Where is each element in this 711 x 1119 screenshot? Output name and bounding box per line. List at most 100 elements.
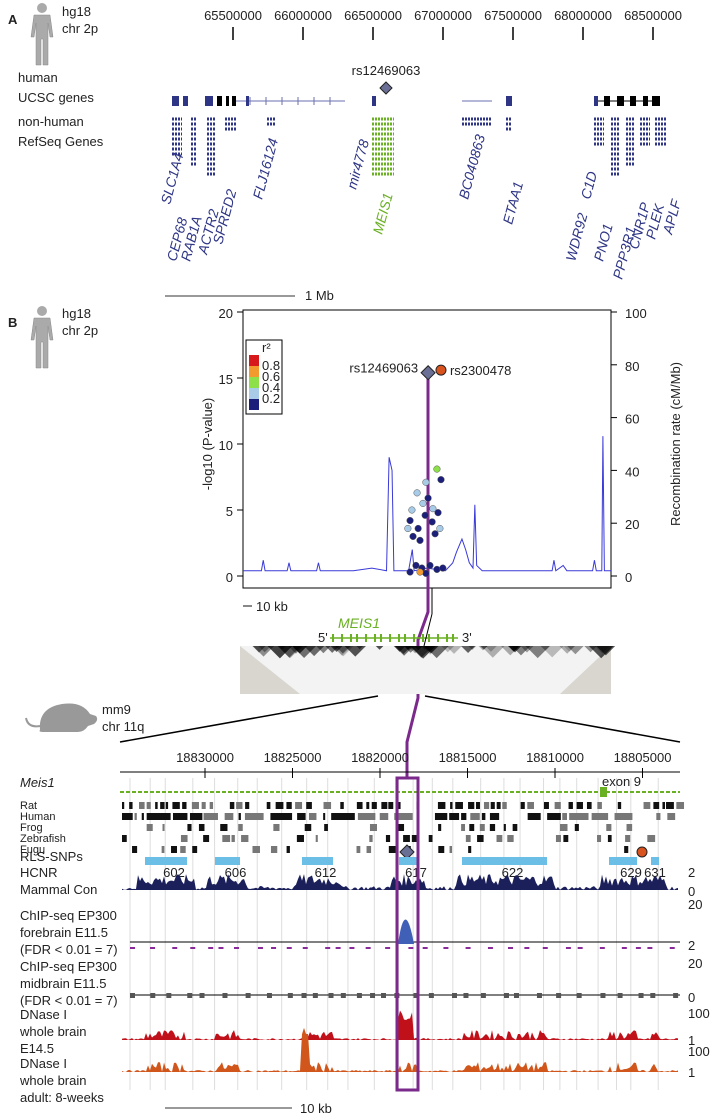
coordinate-tick-label: 18820000 <box>351 750 409 765</box>
legend-title: r² <box>262 340 271 355</box>
snp-point <box>422 478 430 486</box>
zoom-line <box>424 695 681 743</box>
ld-block <box>540 646 564 658</box>
conservation-block <box>489 824 496 831</box>
ld-block <box>567 646 584 655</box>
conservation-block <box>520 802 525 809</box>
conservation-block <box>209 802 214 809</box>
highlight-snp <box>435 364 447 376</box>
conservation-block <box>555 835 561 842</box>
signal-block <box>513 993 519 998</box>
y2-tick-label: 40 <box>625 464 639 479</box>
conservation-block <box>161 846 165 853</box>
zoom-line <box>119 695 379 743</box>
y-tick-label: 5 <box>226 504 233 519</box>
conservation-block <box>496 802 501 809</box>
snp-point <box>439 564 447 572</box>
y-tick-label: 0 <box>226 570 233 585</box>
conservation-block <box>527 813 541 820</box>
y2-axis-label: Recombination rate (cM/Mb) <box>668 362 683 526</box>
human-icon-body <box>30 14 54 66</box>
hcnr-id: 631 <box>644 865 666 880</box>
signal-block <box>503 993 509 998</box>
legend-swatch <box>249 355 259 366</box>
conservation-block <box>165 802 169 809</box>
signal-block <box>328 993 334 998</box>
signal-track <box>122 1027 678 1072</box>
gene-block <box>232 96 236 106</box>
track-label: non-human <box>18 114 84 129</box>
conservation-block <box>231 835 235 842</box>
track-label: whole brain <box>19 1073 87 1088</box>
conservation-block <box>238 813 241 820</box>
conservation-block <box>323 813 326 820</box>
exon-block <box>600 787 607 797</box>
snp-point <box>406 568 414 576</box>
conservation-block <box>323 802 332 809</box>
snp-point <box>433 565 441 573</box>
ld-block <box>252 646 266 653</box>
hcnr-id: 602 <box>163 865 185 880</box>
conservation-block <box>286 846 290 853</box>
snp-point <box>433 465 441 473</box>
conservation-block <box>477 835 484 842</box>
conservation-block <box>496 835 503 842</box>
ld-block <box>540 646 551 651</box>
snp-point <box>404 524 412 533</box>
gene-label: Meis1 <box>20 775 55 790</box>
conservation-block <box>507 835 514 842</box>
conservation-block <box>449 813 460 820</box>
track-label: DNase I <box>20 1056 67 1071</box>
signal-block <box>576 993 582 998</box>
conservation-block <box>461 813 467 820</box>
signal-block <box>451 993 457 998</box>
conservation-block <box>394 813 413 820</box>
scale-label: 100 <box>688 1044 710 1059</box>
panel-label: B <box>8 315 17 330</box>
signal-block <box>413 993 419 998</box>
conservation-block <box>122 802 125 809</box>
hcnr-block <box>462 857 547 865</box>
y-tick-label: 20 <box>219 306 233 321</box>
gene-label: APLF <box>659 196 684 236</box>
conservation-block <box>182 802 187 809</box>
gene-exon <box>437 634 439 642</box>
conservation-block <box>434 813 448 820</box>
hcnr-block <box>399 857 417 865</box>
scale-label: 2 <box>688 865 695 880</box>
coordinate-tick-label: 65500000 <box>204 8 262 23</box>
conservation-block <box>574 824 579 831</box>
conservation-block <box>586 802 592 809</box>
conservation-block <box>356 802 363 809</box>
snp-label: rs2300478 <box>450 363 511 378</box>
gene-block <box>183 96 188 106</box>
conservation-block <box>238 824 243 831</box>
ld-block <box>468 646 477 650</box>
rls-snp-marker <box>399 844 415 860</box>
gene-exon <box>341 634 343 642</box>
coordinate-tick-label: 18805000 <box>614 750 672 765</box>
signal-block <box>222 993 228 998</box>
conservation-block <box>187 824 192 831</box>
scale-label: 10 kb <box>300 1101 332 1116</box>
conservation-block <box>455 802 463 809</box>
conservation-block <box>308 813 317 820</box>
gene-label: PNO1 <box>590 222 615 263</box>
snp-point <box>416 568 424 576</box>
highlight-link <box>405 378 430 778</box>
ld-block <box>356 646 364 650</box>
conservation-block <box>222 835 231 842</box>
conservation-block <box>366 846 372 853</box>
conservation-block <box>388 802 394 809</box>
conservation-block <box>340 802 344 809</box>
conservation-block <box>527 802 534 809</box>
scale-label: 0 <box>688 884 695 899</box>
chromosome-label: chr 2p <box>62 323 98 338</box>
conservation-block <box>597 835 602 842</box>
conservation-block <box>192 846 198 853</box>
conservation-block <box>647 835 656 842</box>
signal-block <box>480 993 486 998</box>
snp-point <box>431 530 439 538</box>
ld-block <box>478 646 488 651</box>
